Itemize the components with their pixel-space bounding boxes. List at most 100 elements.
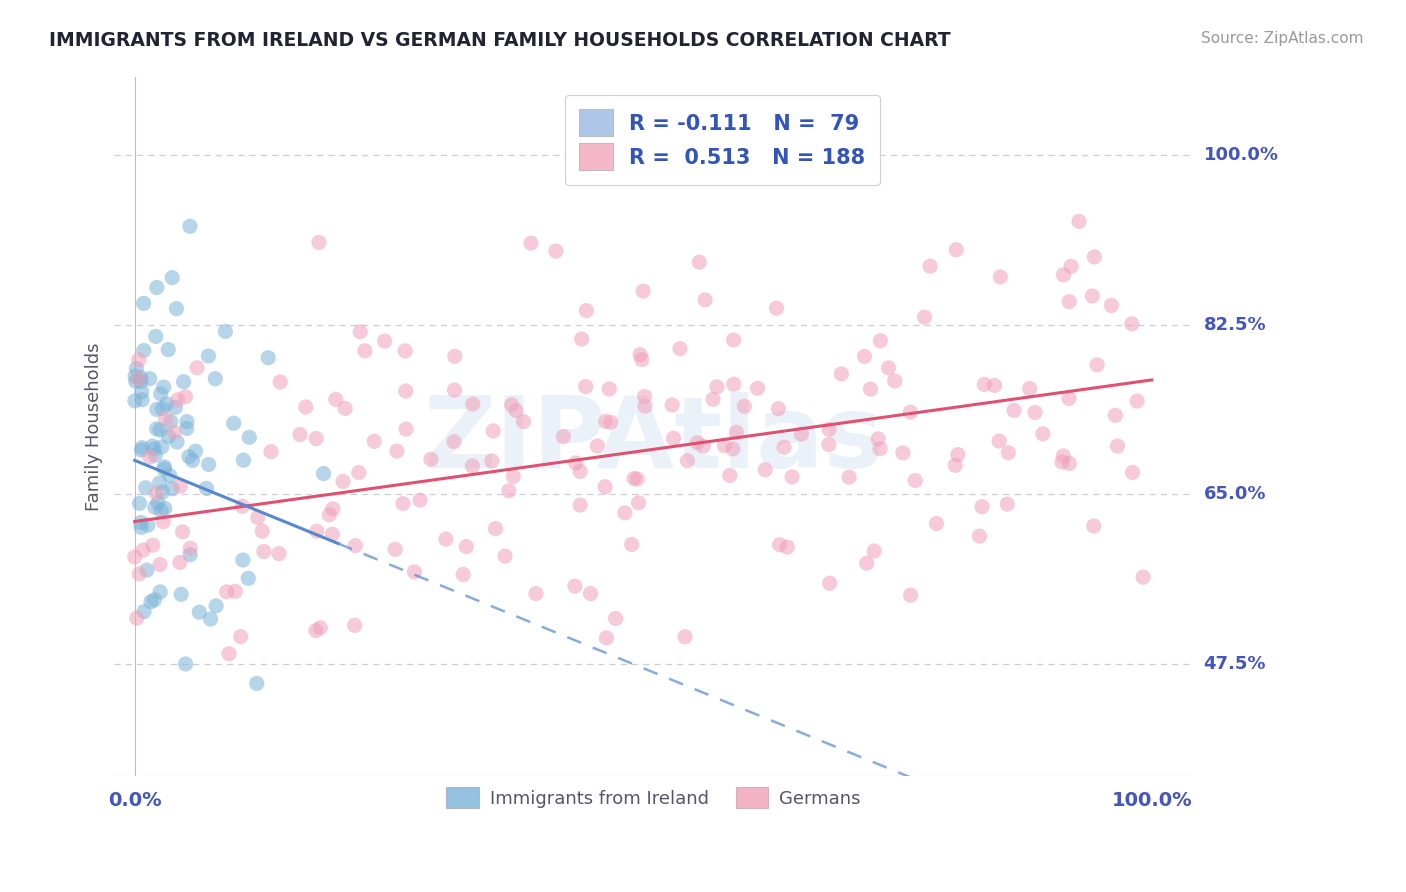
Point xyxy=(152,485,174,500)
Point xyxy=(818,576,841,591)
Point xyxy=(859,382,882,396)
Point xyxy=(139,595,162,609)
Point xyxy=(322,501,344,516)
Point xyxy=(222,416,245,430)
Point xyxy=(132,605,155,619)
Point xyxy=(385,444,408,458)
Point xyxy=(165,301,187,316)
Point xyxy=(124,393,146,408)
Point xyxy=(613,506,636,520)
Point xyxy=(363,434,385,449)
Point xyxy=(142,538,165,552)
Point xyxy=(143,592,166,607)
Point xyxy=(250,524,273,538)
Point xyxy=(173,375,195,389)
Point xyxy=(354,343,377,358)
Point xyxy=(257,351,280,365)
Point xyxy=(143,500,166,515)
Point xyxy=(152,515,174,529)
Point xyxy=(124,369,146,384)
Point xyxy=(172,524,194,539)
Point xyxy=(451,567,474,582)
Point xyxy=(773,440,796,454)
Point xyxy=(156,397,179,411)
Point xyxy=(456,540,478,554)
Point xyxy=(768,401,790,416)
Point xyxy=(231,500,253,514)
Point xyxy=(830,367,852,381)
Point xyxy=(838,470,860,484)
Point xyxy=(131,392,153,407)
Point xyxy=(733,399,755,413)
Point xyxy=(141,439,163,453)
Point xyxy=(461,458,484,473)
Point xyxy=(620,537,643,551)
Point xyxy=(920,259,942,273)
Point xyxy=(163,425,186,439)
Point xyxy=(1052,268,1074,282)
Point xyxy=(150,401,173,416)
Point xyxy=(501,398,523,412)
Point xyxy=(575,379,598,393)
Point xyxy=(661,398,683,412)
Point xyxy=(434,532,457,546)
Point xyxy=(505,403,527,417)
Point xyxy=(177,450,200,464)
Point xyxy=(1050,455,1073,469)
Point xyxy=(904,474,927,488)
Point xyxy=(553,429,575,443)
Point xyxy=(1099,298,1122,312)
Point xyxy=(983,378,1005,392)
Point xyxy=(157,343,180,357)
Point xyxy=(343,618,366,632)
Point xyxy=(253,544,276,558)
Text: 47.5%: 47.5% xyxy=(1204,655,1265,673)
Point xyxy=(349,325,371,339)
Point xyxy=(312,467,335,481)
Point xyxy=(186,360,208,375)
Point xyxy=(1083,519,1105,533)
Point xyxy=(988,270,1011,285)
Point xyxy=(623,471,645,485)
Point xyxy=(146,402,169,417)
Point xyxy=(131,441,153,455)
Point xyxy=(713,439,735,453)
Text: 65.0%: 65.0% xyxy=(1204,485,1265,503)
Point xyxy=(179,548,201,562)
Point xyxy=(125,361,148,376)
Point xyxy=(166,392,188,407)
Point xyxy=(1067,214,1090,228)
Point xyxy=(869,442,891,456)
Text: Source: ZipAtlas.com: Source: ZipAtlas.com xyxy=(1201,31,1364,46)
Point xyxy=(1085,358,1108,372)
Point xyxy=(181,453,204,467)
Point xyxy=(1057,294,1080,309)
Point xyxy=(269,375,291,389)
Point xyxy=(145,422,167,436)
Point xyxy=(627,496,650,510)
Point xyxy=(1002,403,1025,417)
Point xyxy=(855,556,877,570)
Point xyxy=(634,399,657,413)
Point xyxy=(669,342,692,356)
Point xyxy=(544,244,567,259)
Point xyxy=(318,508,340,522)
Point xyxy=(898,405,921,419)
Point xyxy=(145,486,167,500)
Point xyxy=(146,496,169,510)
Point xyxy=(443,434,465,449)
Point xyxy=(160,482,183,496)
Point xyxy=(204,372,226,386)
Point xyxy=(260,444,283,458)
Point xyxy=(673,630,696,644)
Point xyxy=(692,439,714,453)
Point xyxy=(524,586,547,600)
Point xyxy=(197,349,219,363)
Point xyxy=(128,353,150,368)
Point xyxy=(127,371,149,385)
Point xyxy=(143,442,166,456)
Point xyxy=(520,236,543,251)
Point xyxy=(139,450,162,464)
Point xyxy=(224,584,246,599)
Point xyxy=(1081,289,1104,303)
